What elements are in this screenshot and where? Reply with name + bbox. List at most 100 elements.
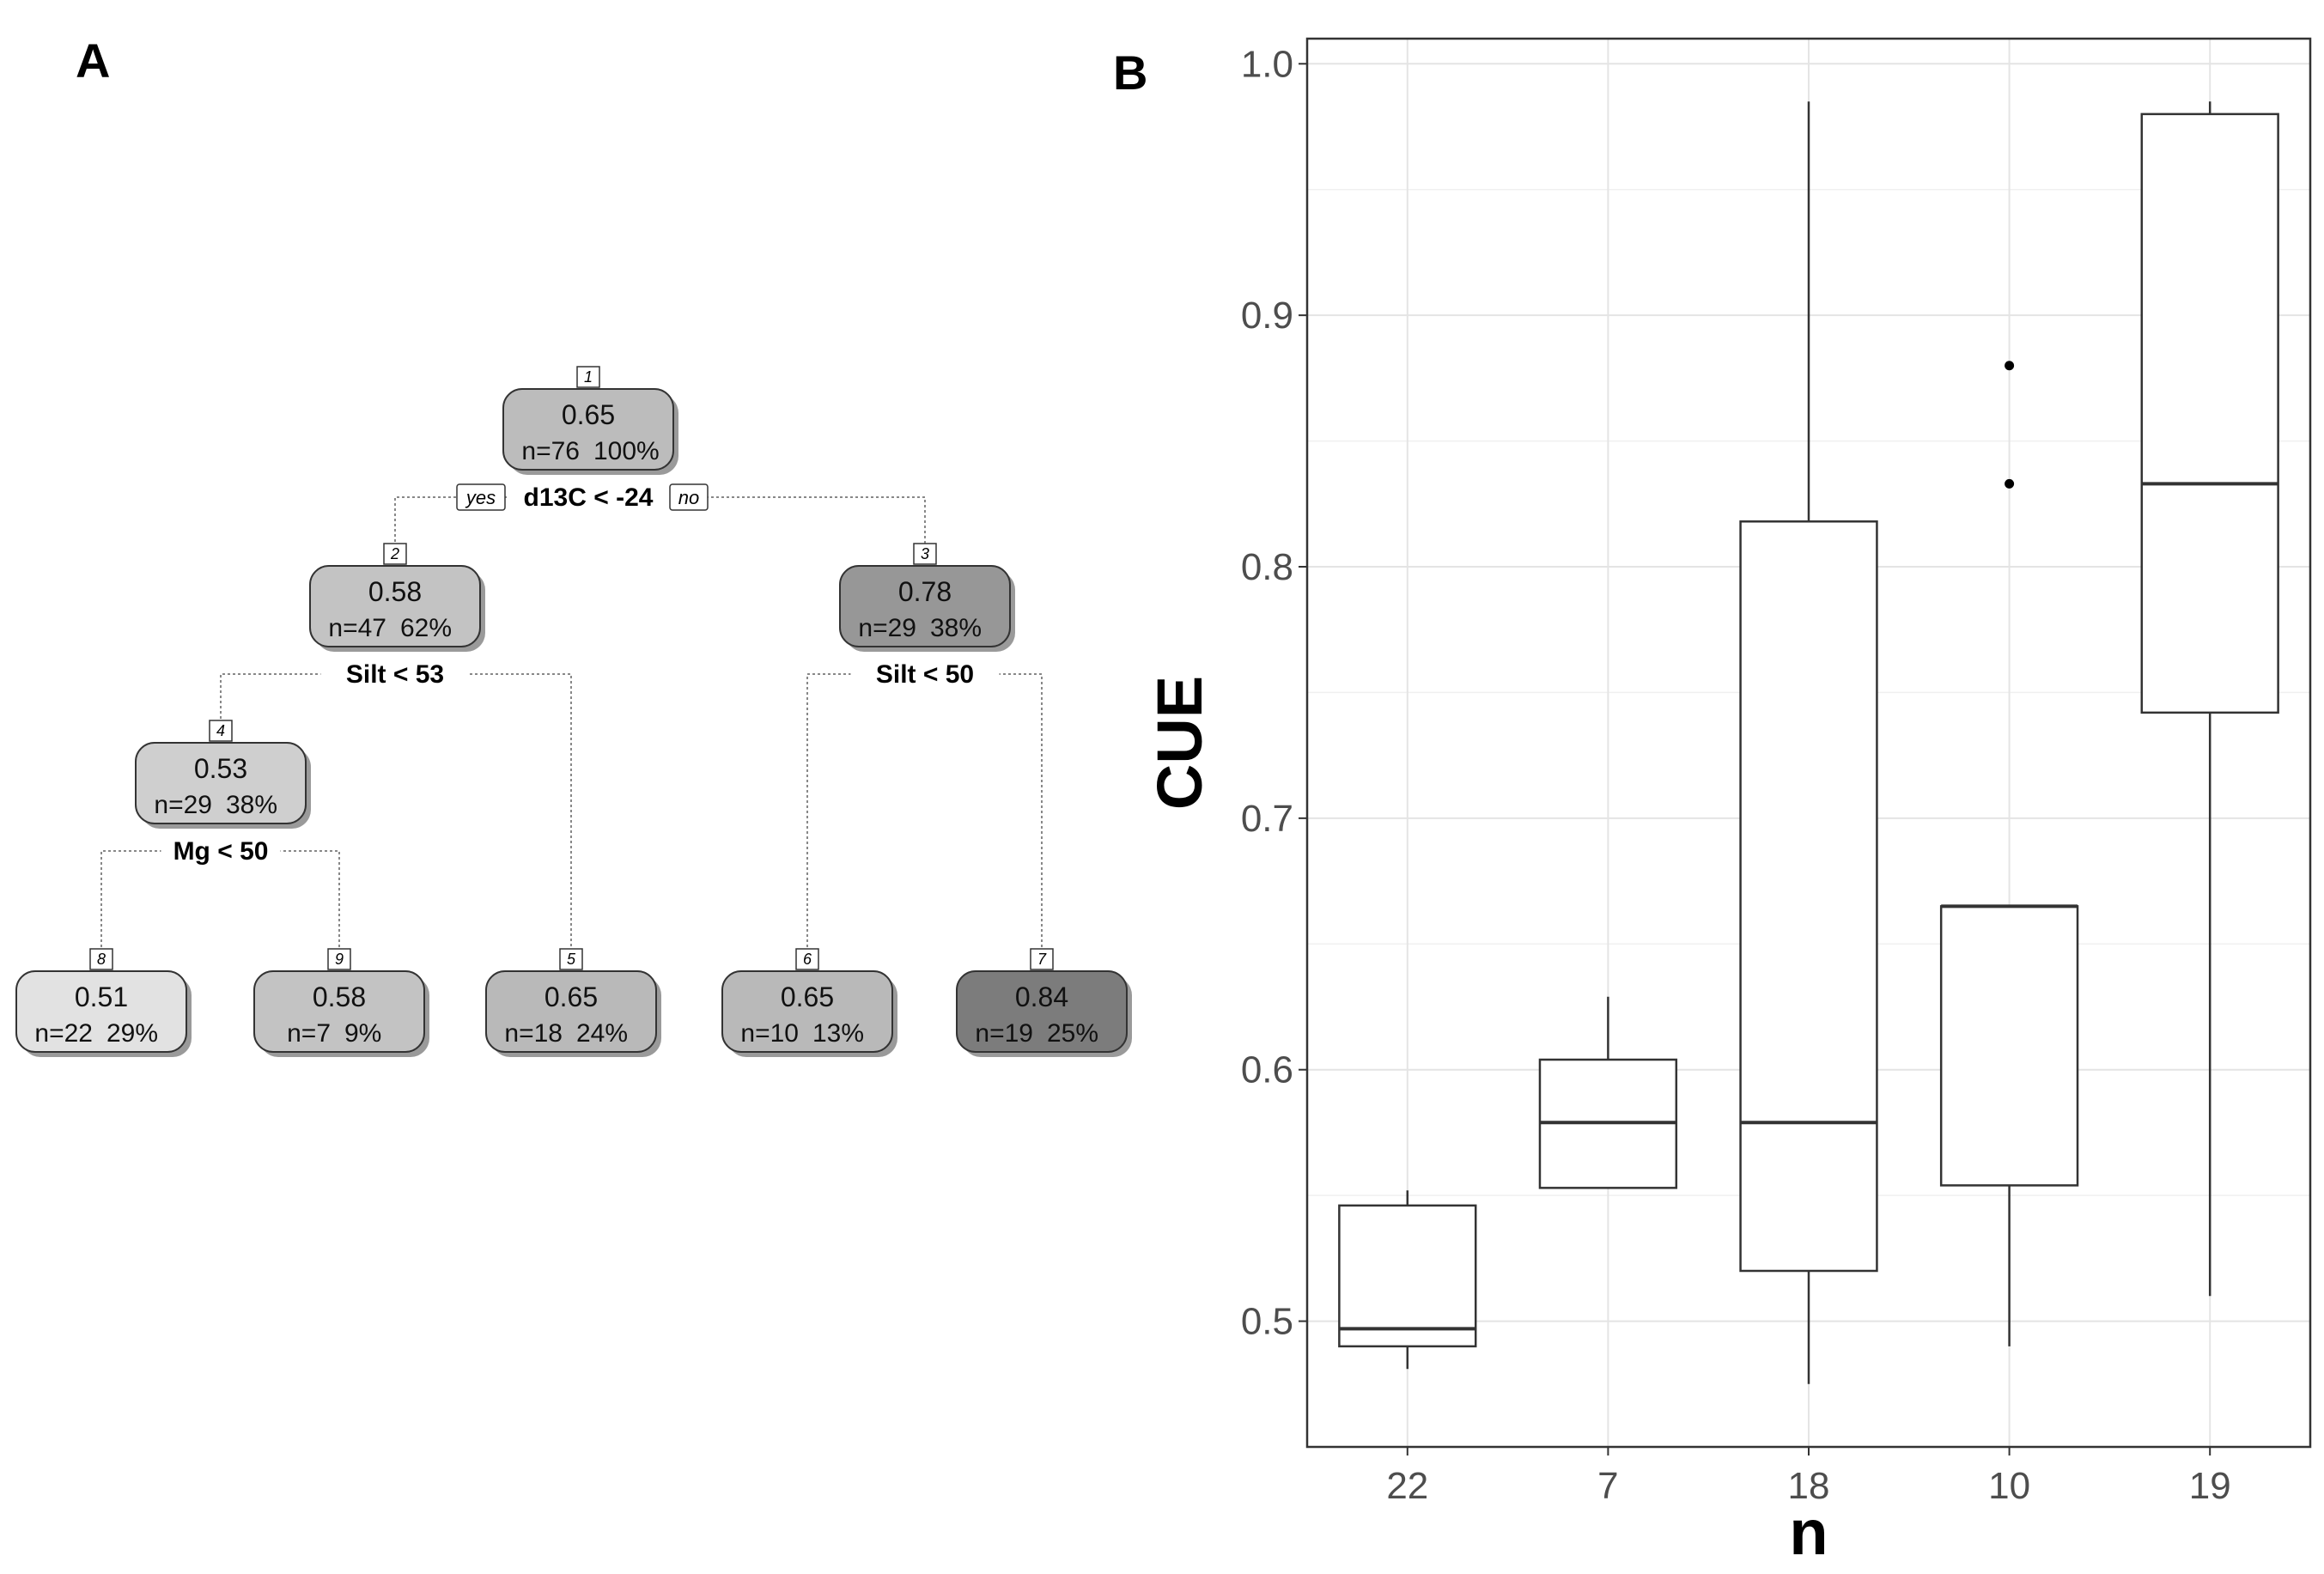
node-id-box	[559, 948, 583, 970]
y-axis-title: CUE	[1144, 676, 1215, 810]
node-box	[502, 388, 674, 471]
tree-node: 6 0.65 n=10 13%	[721, 948, 897, 1057]
node-box	[15, 970, 187, 1053]
box-7	[1538, 996, 1678, 1189]
split-rule-bg	[507, 482, 670, 513]
node-percent: 29%	[106, 1019, 158, 1048]
y-tick-label: 0.5	[1241, 1301, 1293, 1343]
no-label: no	[678, 487, 699, 508]
node-id-box	[327, 948, 351, 970]
no-box	[669, 483, 709, 511]
split-link	[806, 673, 1043, 952]
node-id: 8	[97, 951, 106, 968]
split-rule-bg	[320, 659, 470, 690]
node-box	[839, 565, 1011, 647]
split-rule-bg	[850, 659, 1000, 690]
x-tick-label: 19	[2189, 1465, 2231, 1507]
y-tick-label: 0.9	[1241, 295, 1293, 337]
panel-b-label: B	[1113, 46, 1147, 100]
node-percent: 13%	[812, 1019, 864, 1048]
node-count: n=29	[154, 791, 212, 819]
node-id-box	[795, 948, 819, 970]
node-percent: 24%	[576, 1019, 628, 1048]
tree-node: 1 0.65 n=76 100%	[502, 366, 678, 475]
tree-node: 4 0.53 n=29 38%	[135, 720, 311, 829]
node-value: 0.65	[781, 981, 834, 1012]
node-count: n=29	[858, 614, 916, 642]
x-axis-title: n	[1789, 1497, 1828, 1568]
node-id-box	[89, 948, 113, 970]
iqr-box	[1338, 1204, 1477, 1348]
tree-nodes: 10.65n=76 100%20.58n=47 62%30.78n=29 38%40.…	[15, 366, 1132, 1057]
split-rule: Silt < 53	[346, 660, 444, 689]
split-rule: Mg < 50	[173, 837, 269, 866]
y-axis-ticks: 0.5 0.6 0.7 0.8 0.9 1.0	[1241, 43, 1307, 1343]
node-count: n=10	[740, 1019, 799, 1048]
node-value: 0.58	[368, 576, 422, 607]
node-value: 0.84	[1015, 981, 1068, 1012]
node-percent: 38%	[226, 791, 277, 819]
node-id: 9	[335, 951, 344, 968]
tree-links: d13C < -24 yes no Silt < 53 Silt < 50 Mg < 50	[100, 482, 1043, 952]
y-tick-label: 0.7	[1241, 798, 1293, 840]
node-id-box	[1030, 948, 1054, 970]
node-value: 0.58	[313, 981, 366, 1012]
tree-node: 5 0.65 n=18 24%	[485, 948, 661, 1057]
node-count: n=19	[975, 1019, 1033, 1048]
node-id-box	[913, 543, 937, 565]
tree-node: 3 0.78 n=29 38%	[839, 543, 1015, 652]
tree-node: 7 0.84 n=19 25%	[956, 948, 1132, 1057]
node-box	[485, 970, 657, 1053]
node-count: n=22	[34, 1019, 93, 1048]
node-value: 0.51	[75, 981, 128, 1012]
x-tick-label: 7	[1597, 1465, 1618, 1507]
iqr-box	[1939, 905, 2079, 1187]
plot-boxes	[1338, 101, 2279, 1384]
box-10	[1939, 361, 2079, 1346]
tree-node: 8 0.51 n=22 29%	[15, 948, 192, 1057]
iqr-box	[1739, 520, 1878, 1273]
node-percent: 62%	[400, 614, 452, 642]
box-22	[1338, 1190, 1477, 1370]
node-count: n=76	[521, 437, 580, 465]
node-id: 7	[1037, 951, 1047, 968]
panel-a-decision-tree: A d13C < -24 yes no Silt < 53 Silt < 50 Mg < …	[15, 33, 1132, 1057]
node-percent: 38%	[930, 614, 982, 642]
panel-a-label: A	[76, 33, 110, 88]
node-id-box	[209, 720, 233, 742]
yes-box	[456, 483, 506, 511]
y-tick-label: 0.8	[1241, 546, 1293, 588]
node-value: 0.53	[194, 753, 247, 784]
box-18	[1739, 101, 1878, 1384]
node-id: 5	[567, 951, 576, 968]
node-value: 0.65	[544, 981, 598, 1012]
node-id-box	[383, 543, 407, 565]
x-axis-ticks: 22 7 18 10 19	[1386, 1447, 2231, 1507]
node-percent: 100%	[593, 437, 660, 465]
node-id-box	[576, 366, 600, 388]
node-id: 4	[216, 722, 225, 739]
x-tick-label: 10	[1988, 1465, 2030, 1507]
iqr-box	[2140, 112, 2279, 714]
node-box	[956, 970, 1128, 1053]
node-percent: 9%	[344, 1019, 381, 1048]
split-rule-bg	[161, 836, 281, 866]
outlier-point	[2005, 478, 2015, 489]
node-value: 0.78	[898, 576, 952, 607]
node-id: 1	[584, 368, 593, 386]
node-count: n=18	[504, 1019, 563, 1048]
node-box	[253, 970, 425, 1053]
box-19	[2140, 101, 2279, 1297]
x-tick-label: 18	[1788, 1465, 1830, 1507]
node-box	[135, 742, 307, 824]
outlier-point	[2005, 361, 2015, 371]
y-tick-label: 0.6	[1241, 1049, 1293, 1091]
split-rule: d13C < -24	[524, 483, 654, 512]
node-id: 3	[921, 545, 929, 562]
tree-node: 2 0.58 n=47 62%	[309, 543, 485, 652]
node-id: 6	[803, 951, 812, 968]
panel-b-boxplot: B 0.5 0.6 0.7 0.8 0.9 1.0 22 7 18 10 19 CUE n	[1113, 37, 2312, 1568]
node-id: 2	[390, 545, 399, 562]
node-percent: 25%	[1047, 1019, 1098, 1048]
